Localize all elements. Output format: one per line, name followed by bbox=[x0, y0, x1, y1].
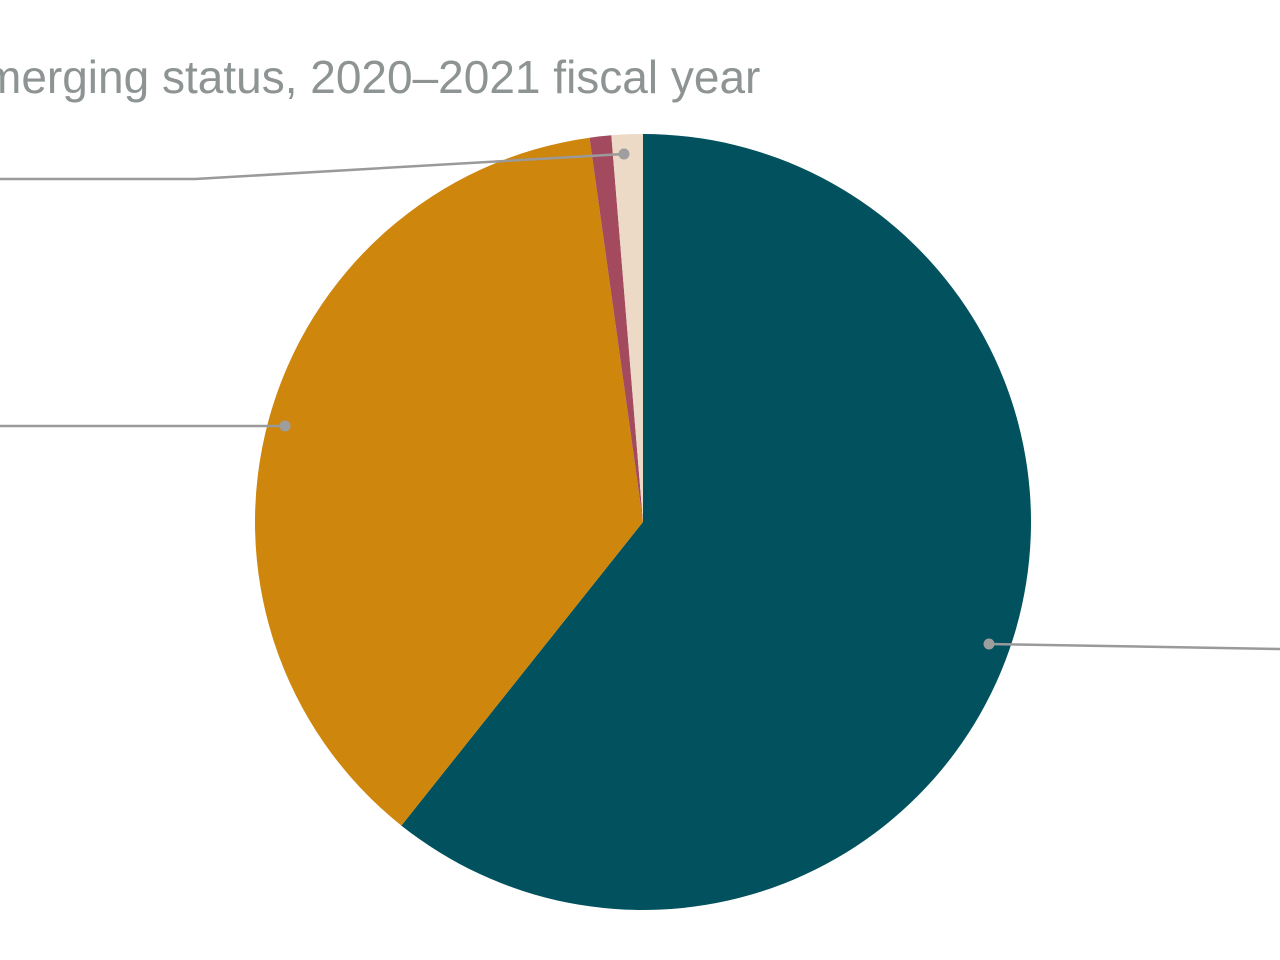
callout-dot-orange bbox=[279, 420, 291, 432]
pie-slice-orange[interactable] bbox=[254, 137, 643, 826]
pie-slice-maroon[interactable] bbox=[589, 135, 643, 523]
callout-dot-cream bbox=[618, 148, 630, 160]
callout-line-teal bbox=[988, 642, 1280, 651]
chart-title: merging status, 2020–2021 fiscal year bbox=[0, 51, 761, 103]
pie-slice-cream[interactable] bbox=[611, 134, 643, 522]
callout-dot-teal bbox=[983, 638, 995, 650]
callout-line-cream bbox=[0, 152, 625, 181]
pie-slice-teal[interactable] bbox=[401, 134, 1031, 910]
